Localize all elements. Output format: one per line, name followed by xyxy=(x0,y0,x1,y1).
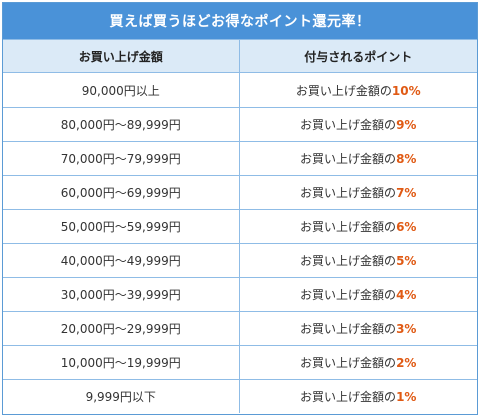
table-row: 50,000円～59,999円 お買い上げ金額の6% xyxy=(3,209,477,244)
table-row: 80,000円～89,999円 お買い上げ金額の9% xyxy=(3,107,477,142)
points-prefix: お買い上げ金額の xyxy=(300,186,397,200)
points-cell: お買い上げ金額の10% xyxy=(238,72,477,108)
points-cell: お買い上げ金額の8% xyxy=(238,141,477,176)
points-cell: お買い上げ金額の2% xyxy=(238,345,477,380)
table-row: 9,999円以下 お買い上げ金額の1% xyxy=(3,379,477,413)
points-prefix: お買い上げ金額の xyxy=(300,152,397,166)
points-rate: 3% xyxy=(396,322,417,336)
amount-cell: 9,999円以下 xyxy=(3,379,240,413)
points-rate: 6% xyxy=(396,220,417,234)
points-prefix: お買い上げ金額の xyxy=(300,390,397,404)
points-prefix: お買い上げ金額の xyxy=(300,322,397,336)
points-prefix: お買い上げ金額の xyxy=(300,220,397,234)
points-cell: お買い上げ金額の5% xyxy=(238,243,477,278)
column-header-amount: お買い上げ金額 xyxy=(3,39,240,73)
points-rate: 8% xyxy=(396,152,417,166)
points-cell: お買い上げ金額の4% xyxy=(238,277,477,312)
amount-cell: 20,000円～29,999円 xyxy=(3,311,240,346)
table-row: 10,000円～19,999円 お買い上げ金額の2% xyxy=(3,345,477,380)
amount-cell: 60,000円～69,999円 xyxy=(3,175,240,210)
amount-cell: 90,000円以上 xyxy=(3,72,240,108)
amount-cell: 10,000円～19,999円 xyxy=(3,345,240,380)
points-prefix: お買い上げ金額の xyxy=(295,83,392,98)
points-prefix: お買い上げ金額の xyxy=(300,288,397,302)
table-title: 買えば買うほどお得なポイント還元率！ xyxy=(3,3,477,39)
points-cell: お買い上げ金額の1% xyxy=(238,379,477,413)
table-row: 30,000円～39,999円 お買い上げ金額の4% xyxy=(3,277,477,312)
table-row: 60,000円～69,999円 お買い上げ金額の7% xyxy=(3,175,477,210)
amount-cell: 50,000円～59,999円 xyxy=(3,209,240,244)
points-cell: お買い上げ金額の7% xyxy=(238,175,477,210)
points-rate: 1% xyxy=(396,390,417,404)
table-row: 20,000円～29,999円 お買い上げ金額の3% xyxy=(3,311,477,346)
points-cell: お買い上げ金額の3% xyxy=(238,311,477,346)
table-row: 70,000円～79,999円 お買い上げ金額の8% xyxy=(3,141,477,176)
points-prefix: お買い上げ金額の xyxy=(300,254,397,268)
amount-cell: 40,000円～49,999円 xyxy=(3,243,240,278)
point-rate-table: お買い上げ金額 付与されるポイント 90,000円以上 お買い上げ金額の10% … xyxy=(3,39,477,413)
table-row: 90,000円以上 お買い上げ金額の10% xyxy=(3,72,477,108)
points-rate: 9% xyxy=(396,118,417,132)
points-prefix: お買い上げ金額の xyxy=(300,356,397,370)
points-rate: 10% xyxy=(391,83,421,98)
table-header-row: お買い上げ金額 付与されるポイント xyxy=(3,39,477,73)
amount-cell: 30,000円～39,999円 xyxy=(3,277,240,312)
points-rate: 2% xyxy=(396,356,417,370)
points-rate: 4% xyxy=(396,288,417,302)
points-cell: お買い上げ金額の6% xyxy=(238,209,477,244)
amount-cell: 70,000円～79,999円 xyxy=(3,141,240,176)
points-rate: 5% xyxy=(396,254,417,268)
table-row: 40,000円～49,999円 お買い上げ金額の5% xyxy=(3,243,477,278)
points-cell: お買い上げ金額の9% xyxy=(238,107,477,142)
points-prefix: お買い上げ金額の xyxy=(300,118,397,132)
points-rate: 7% xyxy=(396,186,417,200)
column-header-points: 付与されるポイント xyxy=(238,39,477,73)
amount-cell: 80,000円～89,999円 xyxy=(3,107,240,142)
